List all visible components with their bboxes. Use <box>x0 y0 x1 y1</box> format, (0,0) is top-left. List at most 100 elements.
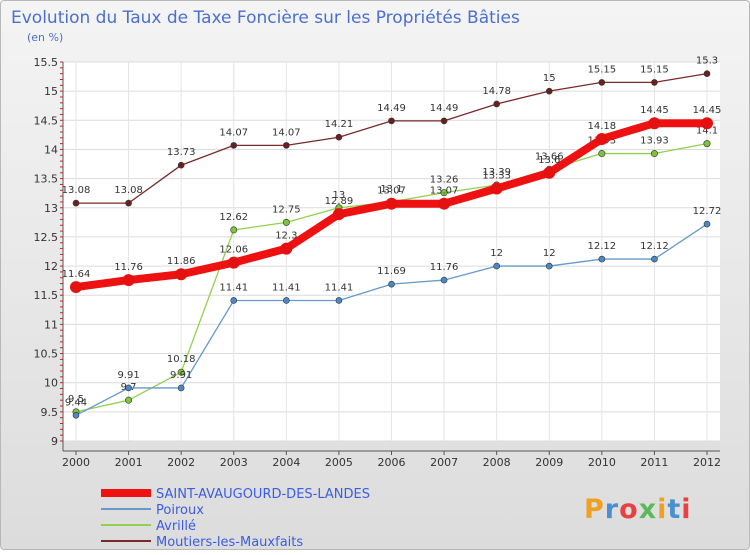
data-label: 12 <box>543 248 556 259</box>
data-point <box>388 117 395 125</box>
logo-letter: i <box>681 494 691 525</box>
data-label: 15.15 <box>640 64 669 75</box>
data-label: 13.07 <box>377 186 406 197</box>
data-point <box>177 384 185 392</box>
x-tick-label: 2012 <box>693 456 721 469</box>
y-tick-label: 11.5 <box>34 289 59 302</box>
data-point <box>651 255 658 263</box>
logo-letter: r <box>605 494 619 525</box>
y-tick-label: 9.5 <box>41 406 59 419</box>
data-point <box>230 142 238 149</box>
data-point <box>545 87 553 95</box>
chart-subtitle: (en %) <box>27 31 63 44</box>
data-label: 14.1 <box>696 126 718 137</box>
y-tick-label: 9 <box>51 435 58 448</box>
data-point <box>493 262 500 270</box>
data-point <box>230 226 238 234</box>
data-point <box>440 276 448 284</box>
data-label: 13.39 <box>482 167 511 178</box>
data-label: 14.21 <box>325 119 354 130</box>
data-point <box>703 70 711 77</box>
logo-letter: i <box>657 494 667 525</box>
data-label: 9.91 <box>117 370 139 381</box>
data-point <box>701 117 713 130</box>
axes: 9 9.5 10 10.5 11 11.5 12 12.5 13 13.5 14 14.5 15 15.5… <box>34 56 722 469</box>
x-tick-label: 2008 <box>483 456 511 469</box>
proxiti-logo: Proxiti <box>584 494 692 525</box>
data-label: 12.72 <box>693 206 722 217</box>
y-tick-label: 13.5 <box>34 173 59 186</box>
logo-text: Proxiti <box>584 494 692 525</box>
x-tick-label: 2000 <box>62 456 90 469</box>
data-point <box>283 142 290 149</box>
data-point <box>175 268 188 281</box>
data-label: 13.26 <box>430 175 459 186</box>
data-point <box>70 281 82 294</box>
x-tick-label: 2009 <box>535 456 563 469</box>
data-label: 14.78 <box>482 86 511 97</box>
data-label: 14.45 <box>640 105 669 116</box>
data-point <box>493 100 500 108</box>
x-tick-label: 2006 <box>378 456 406 469</box>
data-label: 15.3 <box>696 56 718 67</box>
data-label: 12 <box>490 248 503 259</box>
data-label: 13.93 <box>640 136 669 147</box>
data-point <box>651 79 658 86</box>
data-point <box>230 297 238 304</box>
data-point <box>122 274 135 287</box>
data-label: 9.5 <box>68 394 84 405</box>
logo-letter: x <box>639 494 657 525</box>
data-point <box>438 197 451 210</box>
y-tick-label: 10.5 <box>34 348 59 361</box>
data-point <box>543 166 556 179</box>
data-point <box>335 297 343 304</box>
data-label: 11.41 <box>272 282 301 293</box>
data-point <box>598 255 606 263</box>
data-label: 12.12 <box>640 241 669 252</box>
data-label: 13.1 <box>380 184 402 195</box>
logo-letter: o <box>619 494 639 525</box>
data-label: 11.41 <box>219 282 248 293</box>
data-label: 13.07 <box>430 186 459 197</box>
data-point <box>283 297 290 304</box>
data-label: 14.49 <box>377 103 406 114</box>
y-tick-label: 12.5 <box>34 231 59 244</box>
y-tick-label: 12 <box>44 260 58 273</box>
data-point <box>227 256 240 269</box>
data-point <box>595 132 608 145</box>
data-label: 14.07 <box>272 127 301 138</box>
data-label: 14.07 <box>219 127 248 138</box>
x-tick-label: 2001 <box>115 456 143 469</box>
data-point <box>440 117 448 125</box>
data-label: 13.33 <box>482 171 511 182</box>
data-label: 9.44 <box>65 397 87 408</box>
data-label: 13.6 <box>538 155 560 166</box>
data-label: 11.76 <box>114 262 143 273</box>
data-point <box>177 368 185 376</box>
x-tick-label: 2007 <box>430 456 458 469</box>
data-label: 13.08 <box>62 185 91 196</box>
data-label: 11.69 <box>377 266 406 277</box>
data-label: 15.15 <box>588 64 617 75</box>
data-point <box>440 189 448 197</box>
series-poiroux: 9.44 9.91 9.91 11.41 11.41 11.41 11.69 11.76 12 1… <box>65 206 722 419</box>
data-point <box>125 396 133 404</box>
y-tick-label: 14.5 <box>34 114 59 127</box>
data-point <box>598 79 606 86</box>
data-point <box>598 150 606 158</box>
data-point <box>703 220 711 228</box>
data-point <box>72 199 80 207</box>
data-point <box>388 280 395 288</box>
grid <box>63 61 720 442</box>
legend-label: Avrillé <box>156 519 196 534</box>
data-label: 14.49 <box>430 103 459 114</box>
data-label: 12.3 <box>275 231 297 242</box>
data-point <box>125 199 132 207</box>
data-label: 11.76 <box>430 262 459 273</box>
data-point <box>125 384 132 392</box>
y-tick-label: 15 <box>44 85 58 98</box>
data-label: 11.64 <box>62 269 91 280</box>
